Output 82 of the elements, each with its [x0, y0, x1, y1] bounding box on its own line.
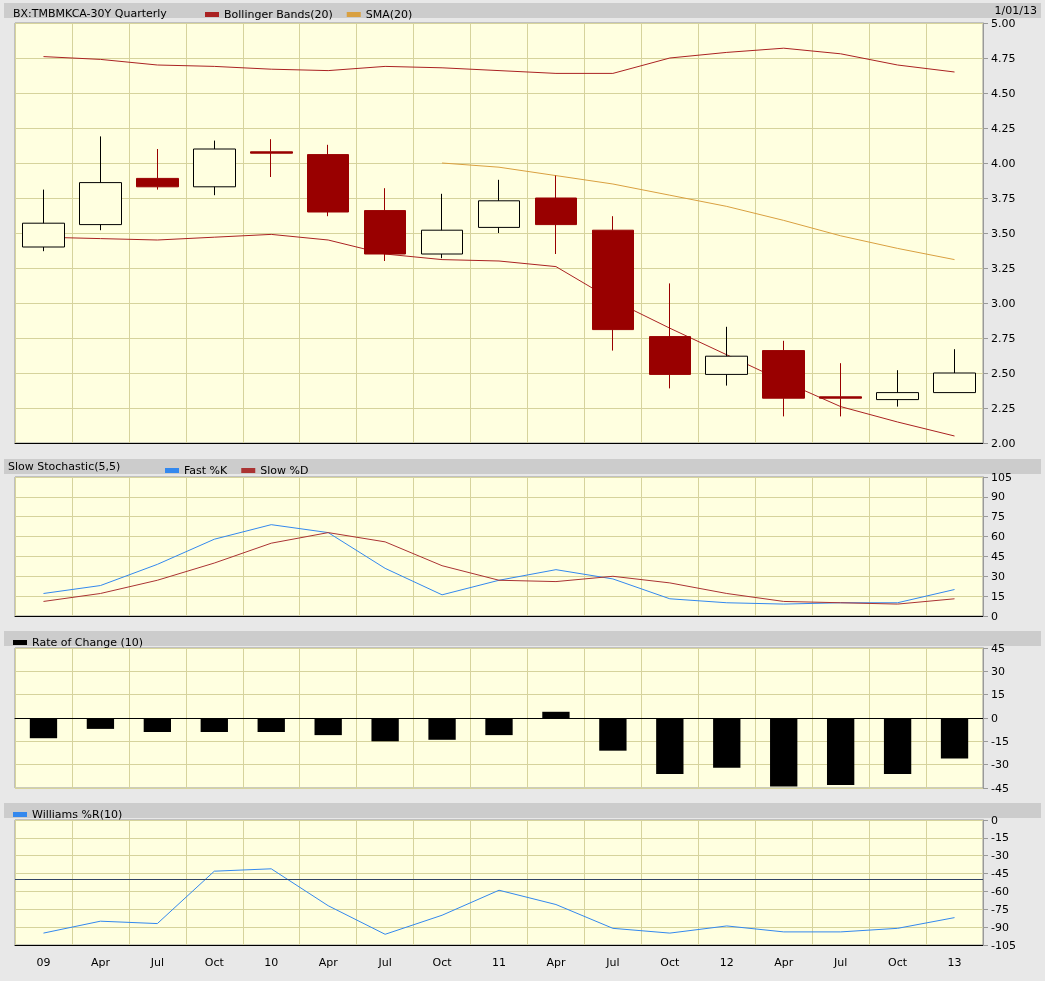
chart-title: BX:TMBMKCA-30Y Quarterly — [13, 7, 168, 20]
x-tick-label: Jul — [605, 956, 620, 969]
candlestick — [762, 340, 805, 417]
candlestick — [478, 179, 520, 234]
x-tick-label: 11 — [492, 956, 506, 969]
x-tick-label: 13 — [947, 956, 962, 969]
y-tick-label: -15 — [991, 831, 1009, 845]
x-tick-label: Jul — [833, 956, 848, 969]
y-tick-label: -30 — [991, 758, 1009, 772]
legend-label: Fast %K — [184, 464, 229, 477]
candlestick — [307, 144, 349, 217]
y-tick-label: -30 — [991, 849, 1009, 863]
y-tick-label: 4.75 — [991, 51, 1016, 65]
y-tick-label: -60 — [991, 884, 1009, 898]
x-tick-label: Apr — [546, 956, 566, 969]
y-tick-label: 60 — [991, 530, 1005, 544]
legend-label: Rate of Change (10) — [32, 636, 144, 649]
y-tick-label: 0 — [991, 609, 998, 623]
y-tick-label: 90 — [991, 490, 1005, 504]
candlestick — [592, 215, 634, 352]
candlestick — [649, 282, 691, 389]
y-tick-label: 2.00 — [991, 436, 1016, 450]
y-tick-label: 30 — [991, 569, 1005, 583]
candlestick — [193, 140, 236, 196]
candlestick — [364, 187, 406, 262]
x-tick-label: 09 — [36, 956, 51, 969]
y-tick-label: 2.75 — [991, 331, 1016, 345]
y-tick-label: 75 — [991, 510, 1005, 524]
x-tick-label: Oct — [888, 956, 908, 969]
y-tick-label: 5.00 — [991, 16, 1016, 30]
line-series — [42, 47, 956, 74]
x-tick-label: Oct — [660, 956, 681, 969]
y-tick-label: 4.25 — [991, 121, 1016, 135]
candlestick — [250, 138, 293, 178]
y-tick-label: 4.50 — [991, 86, 1016, 100]
y-tick-label: -45 — [991, 781, 1009, 795]
y-tick-label: -75 — [991, 902, 1009, 916]
y-tick-label: 45 — [991, 641, 1005, 655]
y-tick-label: 3.50 — [991, 226, 1016, 240]
legend-label: Slow %D — [260, 464, 309, 477]
y-tick-label: 0 — [991, 711, 998, 725]
x-tick-label: 10 — [264, 956, 279, 969]
line-series — [42, 868, 956, 935]
x-tick-label: Oct — [432, 956, 453, 969]
y-tick-label: 3.00 — [991, 296, 1016, 310]
legend-title: Slow Stochastic(5,5) — [8, 460, 121, 473]
y-tick-label: 15 — [991, 688, 1005, 702]
legend-label: Williams %R(10) — [32, 808, 123, 821]
x-tick-label: Jul — [149, 956, 164, 969]
text: 1/01/13 — [994, 4, 1037, 17]
x-tick-label: Apr — [90, 956, 111, 969]
candlestick — [819, 362, 862, 417]
candlestick — [933, 348, 976, 394]
candlestick — [22, 189, 65, 252]
y-tick-label: -15 — [991, 734, 1009, 748]
y-tick-label: -90 — [991, 920, 1009, 934]
y-tick-label: 3.75 — [991, 191, 1016, 205]
y-tick-label: 2.50 — [991, 366, 1016, 380]
y-tick-label: 4.00 — [991, 156, 1016, 170]
y-tick-label: 3.25 — [991, 261, 1016, 275]
y-tick-label: -105 — [991, 938, 1016, 952]
y-tick-label: -45 — [991, 867, 1009, 881]
y-tick-label: 105 — [991, 470, 1012, 484]
x-tick-label: Apr — [774, 956, 794, 969]
x-tick-label: Oct — [204, 956, 225, 969]
candlestick — [136, 148, 179, 191]
candlestick — [705, 326, 748, 387]
candlestick — [79, 135, 122, 231]
candlestick — [535, 175, 577, 255]
y-tick-label: 15 — [991, 589, 1005, 603]
legend-label: Bollinger Bands(20) — [224, 8, 333, 21]
y-tick-label: 30 — [991, 664, 1005, 678]
y-tick-label: 0 — [991, 813, 998, 827]
x-tick-label: 12 — [719, 956, 734, 969]
y-tick-label: 45 — [991, 549, 1005, 563]
candlestick — [421, 193, 463, 259]
x-tick-label: Apr — [318, 956, 339, 969]
legend-label: SMA(20) — [365, 8, 413, 21]
x-tick-label: Jul — [377, 956, 392, 969]
line-series — [441, 162, 956, 261]
candlestick — [876, 369, 919, 408]
y-tick-label: 2.25 — [991, 401, 1016, 415]
